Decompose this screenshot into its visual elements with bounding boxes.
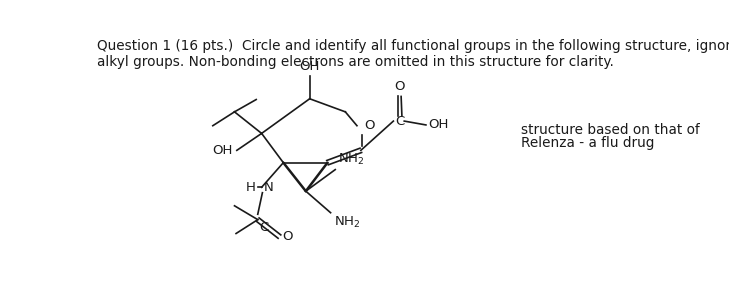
Text: Question 1 (16 pts.)  Circle and identify all functional groups in the following: Question 1 (16 pts.) Circle and identify… (98, 39, 729, 69)
Text: structure based on that of: structure based on that of (521, 123, 700, 137)
Text: H: H (246, 181, 255, 194)
Text: C: C (395, 114, 404, 128)
Text: O: O (364, 119, 375, 132)
Text: OH: OH (300, 60, 320, 73)
Text: O: O (394, 80, 405, 93)
Text: NH$_2$: NH$_2$ (338, 152, 364, 167)
Text: O: O (283, 230, 293, 243)
Text: NH$_2$: NH$_2$ (334, 215, 360, 230)
Text: Relenza - a flu drug: Relenza - a flu drug (521, 136, 655, 151)
Text: C: C (260, 221, 268, 234)
Text: OH: OH (213, 144, 233, 157)
Text: OH: OH (428, 118, 448, 131)
Text: N: N (264, 181, 273, 194)
